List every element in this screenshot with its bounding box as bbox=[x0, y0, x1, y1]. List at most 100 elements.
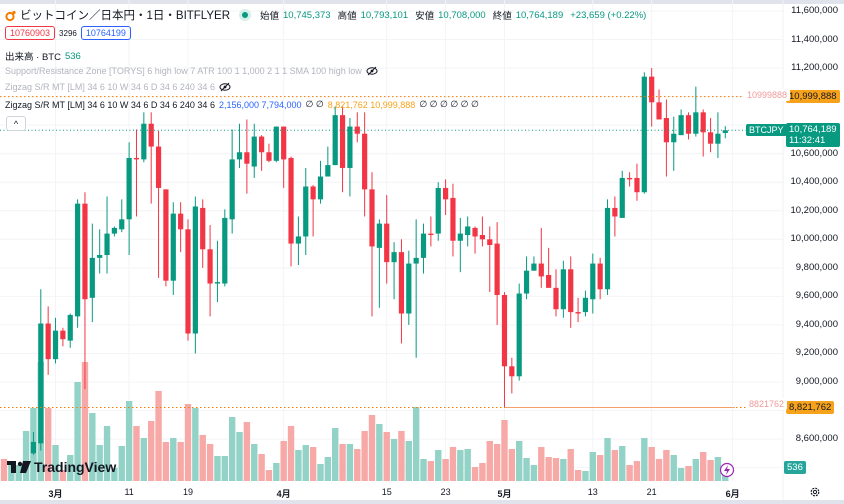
volume-bar bbox=[148, 421, 155, 481]
lightning-icon[interactable] bbox=[719, 462, 735, 478]
candle-body bbox=[597, 263, 603, 290]
candle-body bbox=[38, 323, 44, 444]
volume-bar bbox=[493, 444, 501, 481]
eye-slash-icon[interactable] bbox=[219, 82, 231, 92]
volume-bar bbox=[103, 426, 111, 481]
candle-body bbox=[538, 263, 544, 277]
candle bbox=[479, 216, 485, 247]
candle-body bbox=[391, 252, 397, 263]
candle bbox=[465, 216, 471, 247]
candle bbox=[288, 156, 294, 267]
zigzag-hidden-legend[interactable]: Zigzag S/R MT [LM] 34 6 10 W 34 6 D 34 6… bbox=[5, 82, 231, 92]
collapse-legend-button[interactable]: ^ bbox=[6, 116, 26, 131]
low-value: 10,708,000 bbox=[438, 9, 486, 21]
candle bbox=[604, 199, 611, 295]
buy-price-button[interactable]: 10764199 bbox=[80, 26, 131, 40]
candle-body bbox=[317, 176, 324, 200]
candle-body bbox=[251, 136, 257, 167]
candle bbox=[362, 112, 368, 217]
candle-body bbox=[325, 165, 331, 177]
volume-bar bbox=[707, 460, 714, 481]
candle-body bbox=[715, 133, 721, 144]
candle bbox=[30, 431, 37, 455]
volume-legend[interactable]: 出来高 · BTC 536 bbox=[5, 49, 81, 64]
candle-body bbox=[590, 263, 596, 300]
zigzag-legend[interactable]: Zigzag S/R MT [LM] 34 6 10 W 34 6 D 34 6… bbox=[5, 99, 479, 110]
candle bbox=[75, 199, 81, 328]
candle-body bbox=[582, 297, 589, 313]
tradingview-logo[interactable]: TradingView bbox=[7, 459, 116, 475]
volume-bar bbox=[420, 459, 427, 481]
candle bbox=[700, 109, 706, 157]
zigzag-label: Zigzag S/R MT [LM] 34 6 10 W 34 6 D 34 6… bbox=[5, 99, 215, 110]
candle-body bbox=[509, 366, 515, 377]
candle bbox=[170, 202, 176, 295]
candle bbox=[354, 112, 360, 143]
candle bbox=[641, 72, 647, 194]
price-axis-label: 11,400,000 bbox=[791, 33, 838, 45]
candle-body bbox=[649, 76, 655, 103]
open-label: 始値 bbox=[260, 11, 280, 22]
market-open-status-icon bbox=[242, 12, 248, 18]
candle-body bbox=[523, 270, 530, 294]
price-axis-label: 10,600,000 bbox=[790, 147, 838, 159]
eye-slash-icon[interactable] bbox=[366, 66, 378, 76]
volume-bar bbox=[309, 447, 317, 481]
symbol-title[interactable]: ビットコイン／日本円・1日・BITFLYER bbox=[20, 10, 230, 22]
volume-bar bbox=[501, 420, 508, 481]
candle bbox=[627, 172, 633, 187]
settings-gear-icon[interactable] bbox=[809, 486, 821, 498]
candle-body bbox=[501, 294, 508, 367]
candle-body bbox=[406, 263, 412, 314]
support-price-tag: 8,821,762 bbox=[786, 401, 835, 414]
volume-bar bbox=[251, 444, 258, 481]
volume-bar bbox=[184, 404, 192, 481]
volume-bar bbox=[427, 461, 435, 481]
volume-bar bbox=[81, 362, 89, 481]
candle-body bbox=[178, 213, 184, 230]
volume-bar bbox=[574, 470, 582, 481]
candle-body bbox=[700, 112, 706, 133]
candle-body bbox=[641, 76, 647, 193]
candle-body bbox=[222, 217, 228, 284]
candle bbox=[178, 202, 184, 253]
sr-zone-legend[interactable]: Support/Resistance Zone [TORYS] 6 high l… bbox=[5, 66, 378, 76]
candle bbox=[281, 126, 287, 188]
volume-bar bbox=[361, 431, 368, 481]
change-value: +23,659 (+0.22%) bbox=[570, 9, 647, 21]
candle-body bbox=[516, 293, 522, 377]
candle-body bbox=[141, 123, 147, 160]
open-value: 10,745,373 bbox=[283, 9, 331, 21]
candle-body bbox=[435, 187, 441, 234]
volume-bar bbox=[368, 415, 376, 481]
candle bbox=[685, 112, 692, 140]
bid-ask-row: 10760903 3296 10764199 bbox=[5, 26, 131, 40]
volume-bar bbox=[390, 439, 398, 481]
volume-bar bbox=[560, 459, 567, 481]
last-price: 10,764,189 bbox=[789, 124, 837, 135]
candle-body bbox=[163, 189, 169, 281]
tradingview-logo-icon bbox=[7, 461, 31, 473]
volume-bar bbox=[22, 431, 30, 481]
candle-body bbox=[97, 255, 103, 258]
candle bbox=[560, 260, 566, 318]
volume-bar bbox=[339, 444, 346, 481]
sell-price-button[interactable]: 10760903 bbox=[5, 26, 56, 40]
volume-bar bbox=[663, 450, 670, 481]
price-axis-label: 9,200,000 bbox=[795, 347, 838, 359]
candle bbox=[590, 253, 596, 314]
candle bbox=[45, 306, 51, 375]
volume-bar bbox=[221, 456, 228, 481]
candle-body bbox=[472, 227, 478, 237]
volume-bar bbox=[552, 458, 560, 481]
price-axis-label: 9,800,000 bbox=[795, 261, 838, 273]
candle bbox=[546, 247, 552, 288]
volume-bar bbox=[633, 461, 641, 481]
candle bbox=[376, 219, 382, 308]
candle bbox=[303, 167, 309, 256]
volume-bar bbox=[567, 449, 574, 481]
volume-bar bbox=[604, 438, 611, 481]
zigzag-orange-values: 8,821,762 10,999,888 bbox=[327, 99, 416, 110]
bitflyer-logo-icon bbox=[5, 10, 16, 21]
